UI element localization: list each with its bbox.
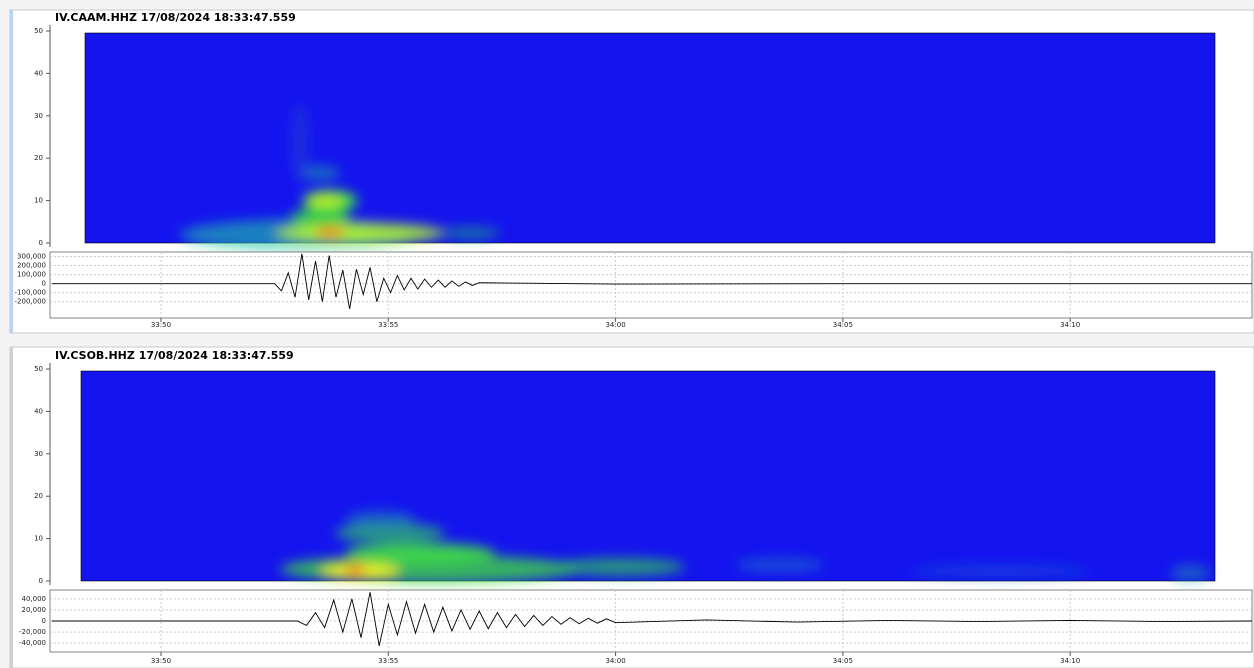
x-tick-label: 34:05 <box>833 321 853 329</box>
y-tick-label: 50 <box>34 27 43 35</box>
x-tick-label: 34:05 <box>833 657 853 665</box>
spectrogram-image <box>84 32 1216 244</box>
y-tick-label: 0 <box>42 617 46 625</box>
spectrogram-energy <box>280 511 1210 583</box>
y-tick-label: 300,000 <box>17 253 46 261</box>
y-tick-label: -40,000 <box>19 639 46 647</box>
y-tick-label: -20,000 <box>19 628 46 636</box>
x-tick-label: 33:50 <box>151 321 171 329</box>
waveform <box>51 253 1252 310</box>
y-tick-label: 40,000 <box>22 595 47 603</box>
waveform-box <box>49 251 1253 319</box>
y-tick-label: 200,000 <box>17 262 46 270</box>
x-tick-label: 34:10 <box>1060 321 1080 329</box>
y-tick-label: 0 <box>39 239 43 247</box>
y-tick-label: -100,000 <box>15 289 46 297</box>
y-tick-label: 30 <box>34 450 43 458</box>
energy-patch <box>345 543 495 563</box>
panel-edge <box>10 347 13 668</box>
panel-title: IV.CAAM.HHZ 17/08/2024 18:33:47.559 <box>55 11 296 24</box>
x-tick-label: 33:55 <box>378 657 398 665</box>
panel-title: IV.CSOB.HHZ 17/08/2024 18:33:47.559 <box>55 349 294 362</box>
y-tick-label: 0 <box>39 577 43 585</box>
energy-patch <box>300 166 340 180</box>
y-tick-label: 20 <box>34 154 43 162</box>
energy-patch <box>290 209 350 225</box>
y-tick-label: -200,000 <box>15 298 46 306</box>
y-tick-label: 30 <box>34 112 43 120</box>
y-tick-label: 40 <box>34 407 43 415</box>
energy-patch <box>1170 565 1210 581</box>
energy-patch <box>307 196 343 206</box>
y-tick-label: 100,000 <box>17 271 46 279</box>
x-tick-label: 33:55 <box>378 321 398 329</box>
x-tick-label: 34:00 <box>605 321 625 329</box>
waveform <box>51 592 1253 647</box>
energy-patch <box>315 228 345 236</box>
y-tick-label: 10 <box>34 197 43 205</box>
energy-patch <box>440 227 500 239</box>
x-tick-label: 34:10 <box>1060 657 1080 665</box>
spectrogram-energy <box>180 103 500 251</box>
x-tick-label: 33:50 <box>151 657 171 665</box>
y-tick-label: 20 <box>34 492 43 500</box>
y-tick-label: 10 <box>34 535 43 543</box>
y-tick-label: 40 <box>34 69 43 77</box>
energy-patch <box>290 103 310 183</box>
panel-edge <box>10 10 13 333</box>
spectrogram-image <box>80 370 1216 582</box>
energy-patch <box>275 223 445 243</box>
y-tick-label: 50 <box>34 365 43 373</box>
energy-patch <box>735 558 825 572</box>
energy-patch <box>345 511 415 527</box>
energy-patch <box>345 566 365 574</box>
y-tick-label: 0 <box>42 280 46 288</box>
x-tick-label: 34:00 <box>605 657 625 665</box>
energy-patch <box>555 558 685 576</box>
energy-patch <box>910 565 1090 577</box>
energy-patch <box>335 523 445 543</box>
y-tick-label: 20,000 <box>22 606 47 614</box>
